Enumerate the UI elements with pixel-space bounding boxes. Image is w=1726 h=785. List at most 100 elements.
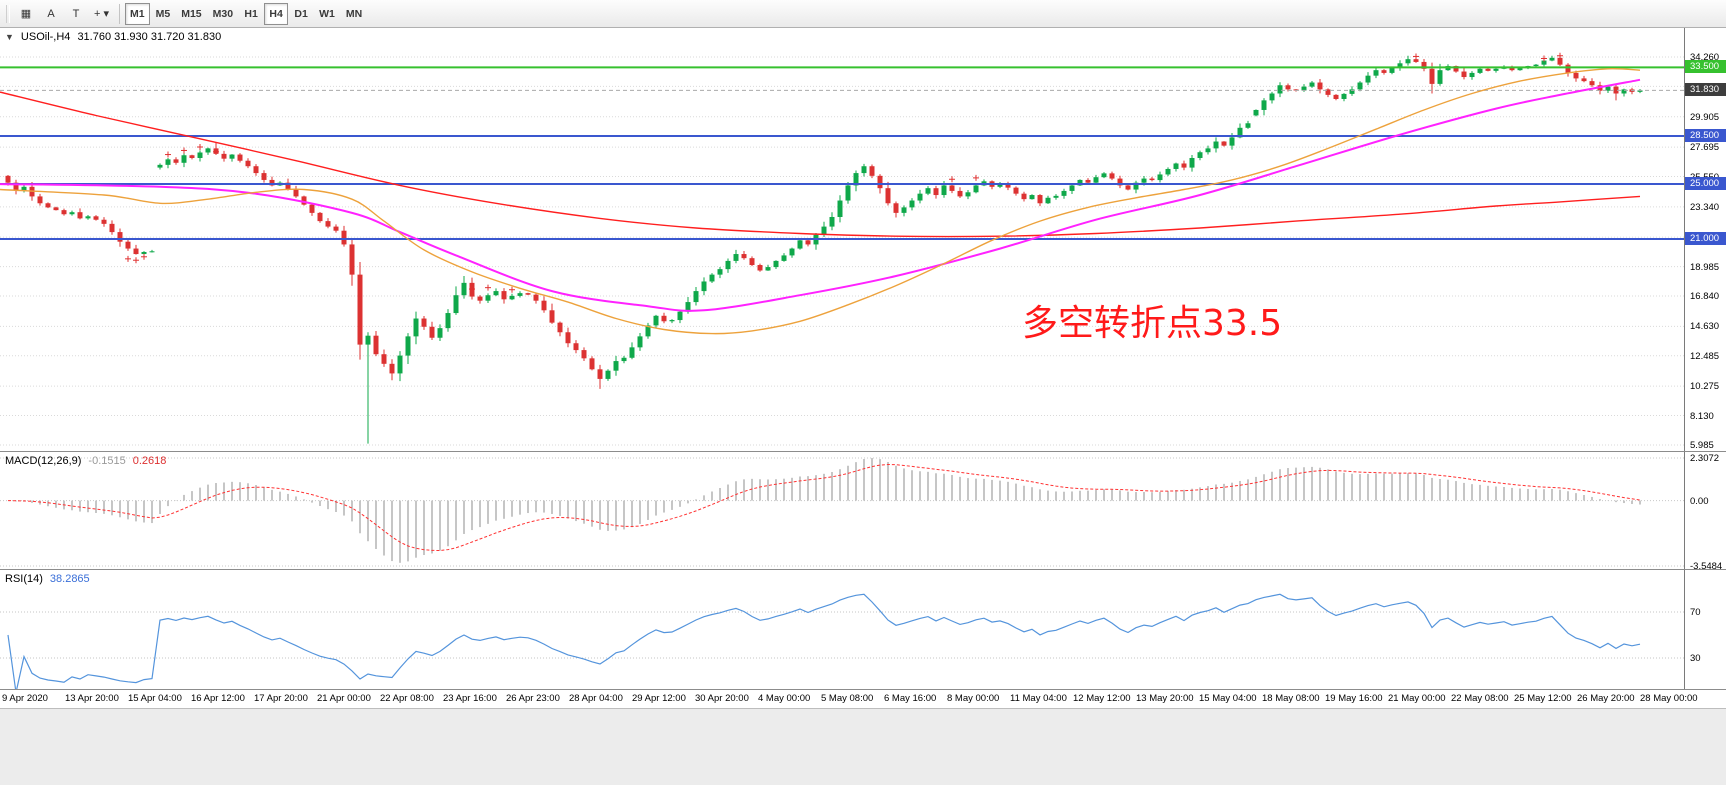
candle	[661, 315, 667, 322]
candle	[837, 200, 843, 217]
time-tick: 8 May 00:00	[947, 693, 1000, 704]
candle	[781, 255, 787, 261]
candle	[21, 186, 27, 191]
candle	[1053, 195, 1059, 198]
candle	[1549, 57, 1555, 61]
candle	[877, 175, 883, 189]
candle	[1269, 93, 1275, 101]
candle	[1509, 66, 1515, 71]
candle	[1189, 157, 1195, 168]
timeframe-m15-button[interactable]: M15	[181, 7, 202, 20]
timeframe-h1-button[interactable]: H1	[244, 7, 258, 20]
panel-separator-2[interactable]	[0, 569, 1726, 570]
candle	[1029, 195, 1035, 200]
candle	[653, 315, 659, 326]
candle	[1173, 163, 1179, 169]
candle	[805, 240, 811, 245]
rsi-tick: 30	[1690, 653, 1701, 664]
macd-surface[interactable]	[0, 452, 1684, 570]
chart-dropdown-icon[interactable]: ▼	[5, 32, 14, 42]
timeframe-m1-button[interactable]: M1	[125, 2, 150, 25]
candle	[453, 295, 459, 314]
candle	[701, 281, 707, 292]
candle	[429, 326, 435, 338]
candle	[1285, 85, 1291, 90]
candle	[77, 212, 83, 219]
window-background	[0, 708, 1726, 785]
main-chart-surface[interactable]	[0, 28, 1684, 452]
rsi-line	[7, 593, 1641, 690]
timeframe-m30-button[interactable]: M30	[212, 7, 234, 20]
price-tick: 27.695	[1690, 142, 1720, 154]
ohlc-values: 31.760 31.930 31.720 31.830	[77, 31, 222, 43]
candle	[445, 313, 451, 329]
candle	[125, 241, 131, 249]
time-tick: 5 May 08:00	[821, 693, 874, 704]
price-tick: 10.275	[1690, 381, 1720, 393]
toolbar-grip[interactable]	[6, 4, 10, 23]
candle	[1181, 163, 1187, 168]
candle	[1541, 60, 1547, 65]
timeframe-h4-button[interactable]: H4	[264, 2, 289, 25]
candle	[341, 230, 347, 245]
cursor-dropdown-button[interactable]: + ▾	[94, 8, 110, 20]
candle	[509, 295, 515, 300]
candle	[37, 196, 43, 204]
chart-grid-button[interactable]: ▦	[20, 8, 32, 20]
candle	[149, 251, 155, 253]
price-tick: 8.130	[1690, 410, 1714, 422]
candle	[5, 175, 11, 183]
candle	[589, 358, 595, 370]
time-axis[interactable]: 9 Apr 2020 13 Apr 20:00 15 Apr 04:00 16 Apr…	[0, 690, 1726, 708]
candle	[797, 240, 803, 249]
candle	[1221, 141, 1227, 146]
rsi-tick: 70	[1690, 607, 1701, 618]
candle	[1357, 82, 1363, 90]
text-tool-button[interactable]: T	[72, 7, 80, 20]
candle	[1333, 94, 1339, 99]
candle	[1021, 193, 1027, 200]
candle	[45, 203, 51, 208]
candle	[237, 154, 243, 161]
timeframe-d1-button[interactable]: D1	[294, 7, 308, 20]
candle	[1453, 66, 1459, 72]
rsi-surface[interactable]	[0, 570, 1684, 690]
time-tick: 30 Apr 20:00	[695, 693, 749, 704]
ma-slow-red	[0, 91, 1641, 238]
candle	[1437, 70, 1443, 84]
candle	[1013, 187, 1019, 194]
candle	[349, 244, 355, 275]
candle	[501, 291, 507, 300]
macd-tick: -3.5484	[1690, 561, 1723, 573]
candle	[621, 357, 627, 362]
candle	[1157, 174, 1163, 181]
timeframe-w1-button[interactable]: W1	[319, 7, 335, 20]
candle	[253, 166, 259, 174]
candle	[669, 320, 675, 322]
candle	[373, 335, 379, 355]
candle	[533, 294, 539, 301]
timeframe-mn-button[interactable]: MN	[345, 7, 363, 20]
chart-area[interactable]: ▼ USOil-,H4 31.760 31.930 31.720 31.830 …	[0, 28, 1726, 708]
timeframe-m5-button[interactable]: M5	[155, 7, 171, 20]
candle	[1421, 61, 1427, 69]
time-tick: 28 Apr 04:00	[569, 693, 623, 704]
candle	[645, 325, 651, 337]
candle	[1461, 71, 1467, 78]
candle	[317, 212, 323, 222]
candle	[381, 354, 387, 364]
candle	[765, 267, 771, 271]
panel-separator-3	[0, 689, 1726, 690]
price-tick: 5.985	[1690, 439, 1714, 451]
candle	[389, 363, 395, 374]
candle	[1517, 68, 1523, 71]
candle	[1093, 177, 1099, 183]
arrow-tool-button[interactable]: A	[47, 7, 55, 20]
toolbar-separator	[119, 3, 121, 24]
price-axis[interactable]: 34.260 29.905 27.695 25.550 23.340 18.985 16.8…	[1684, 28, 1726, 690]
candle	[973, 185, 979, 193]
candle	[1621, 89, 1627, 94]
panel-separator-1[interactable]	[0, 451, 1726, 452]
candle	[1397, 63, 1403, 68]
candle	[477, 296, 483, 301]
